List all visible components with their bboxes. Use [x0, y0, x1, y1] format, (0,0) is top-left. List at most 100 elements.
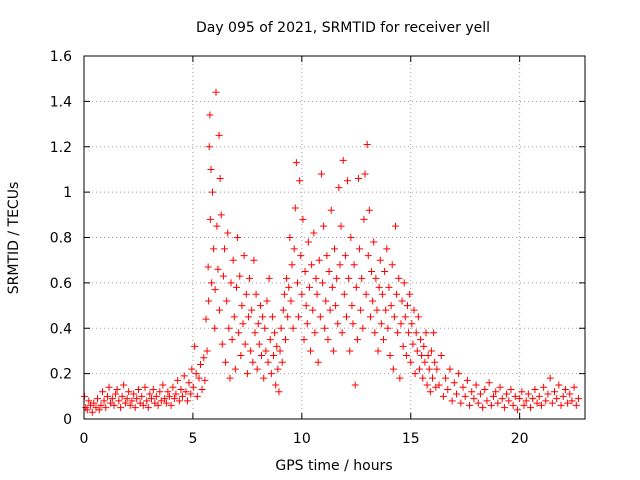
data-point [401, 313, 409, 321]
data-point [216, 175, 224, 183]
data-point [275, 388, 283, 396]
data-point [198, 386, 206, 394]
data-point [359, 324, 367, 332]
data-point [130, 390, 138, 398]
data-point [375, 283, 383, 291]
y-tick-label: 1.6 [50, 49, 72, 65]
data-point [524, 390, 532, 398]
data-point [232, 283, 240, 291]
data-point [381, 268, 389, 276]
data-point [170, 395, 178, 403]
data-point [256, 302, 264, 310]
data-point [255, 340, 263, 348]
data-point [568, 397, 576, 405]
data-point [279, 306, 287, 314]
data-point [566, 390, 574, 398]
data-point [175, 397, 183, 405]
data-point [474, 399, 482, 407]
data-point [108, 395, 116, 403]
data-point [162, 399, 170, 407]
data-point [336, 261, 344, 269]
data-point [205, 297, 213, 305]
data-point [287, 297, 295, 305]
data-point [402, 351, 410, 359]
data-point [117, 404, 125, 412]
data-point [203, 347, 211, 355]
data-point [258, 351, 266, 359]
data-point [218, 340, 226, 348]
data-point [263, 297, 271, 305]
data-point [225, 324, 233, 332]
y-tick-label: 0.6 [50, 276, 72, 292]
data-point [189, 383, 197, 391]
data-point [537, 401, 545, 409]
data-point [470, 395, 478, 403]
data-point [327, 206, 335, 214]
data-point [505, 397, 513, 405]
data-point [350, 261, 358, 269]
data-point [513, 406, 521, 414]
data-point [285, 283, 293, 291]
data-point [211, 324, 219, 332]
data-point [426, 388, 434, 396]
data-point [341, 252, 349, 260]
data-point [348, 302, 356, 310]
data-point [239, 320, 247, 328]
data-point [364, 252, 372, 260]
data-point [331, 245, 338, 253]
data-point [85, 397, 93, 405]
data-point [544, 390, 552, 398]
data-point [509, 401, 517, 409]
data-point [339, 156, 347, 164]
data-point [561, 386, 569, 394]
data-point [479, 404, 487, 412]
data-point [205, 143, 213, 151]
data-point [378, 290, 386, 298]
y-tick-label: 1.2 [50, 140, 72, 156]
data-point [251, 329, 259, 337]
data-point [237, 351, 245, 359]
data-point [192, 370, 200, 378]
data-point [360, 215, 368, 223]
data-point [241, 340, 249, 348]
data-point [200, 354, 208, 362]
data-point [457, 399, 465, 407]
data-point [548, 399, 556, 407]
data-point [363, 140, 371, 148]
data-point [100, 397, 108, 405]
data-point [115, 397, 123, 405]
data-point [410, 306, 418, 314]
data-point [94, 395, 102, 403]
data-point [396, 374, 404, 382]
data-point [433, 365, 441, 373]
data-point [498, 395, 506, 403]
y-tick-label: 0.2 [50, 367, 72, 383]
data-point [267, 370, 275, 378]
data-point [500, 404, 508, 412]
axis-ticks: 0 0.2 0.4 0.6 0.8 1 1.2 1.4 1.6 0 5 10 15 20 [50, 49, 585, 447]
data-point [110, 401, 118, 409]
data-point [344, 177, 352, 185]
data-point [133, 395, 141, 403]
data-point [195, 374, 203, 382]
data-point [527, 404, 535, 412]
data-point [254, 320, 262, 328]
data-point [264, 358, 272, 366]
data-point [332, 302, 340, 310]
data-point [311, 329, 319, 337]
data-point [83, 406, 91, 414]
data-point [400, 279, 408, 287]
data-point [403, 302, 411, 310]
data-point [187, 390, 195, 398]
data-point [206, 215, 214, 223]
data-point [217, 211, 225, 219]
data-point [224, 229, 232, 237]
y-tick-label: 1.4 [50, 94, 72, 110]
data-point [230, 313, 238, 321]
data-point [376, 256, 384, 264]
data-point [261, 324, 269, 332]
data-point [143, 397, 151, 405]
data-point [113, 386, 121, 394]
data-point [226, 374, 234, 382]
data-point [390, 313, 398, 321]
